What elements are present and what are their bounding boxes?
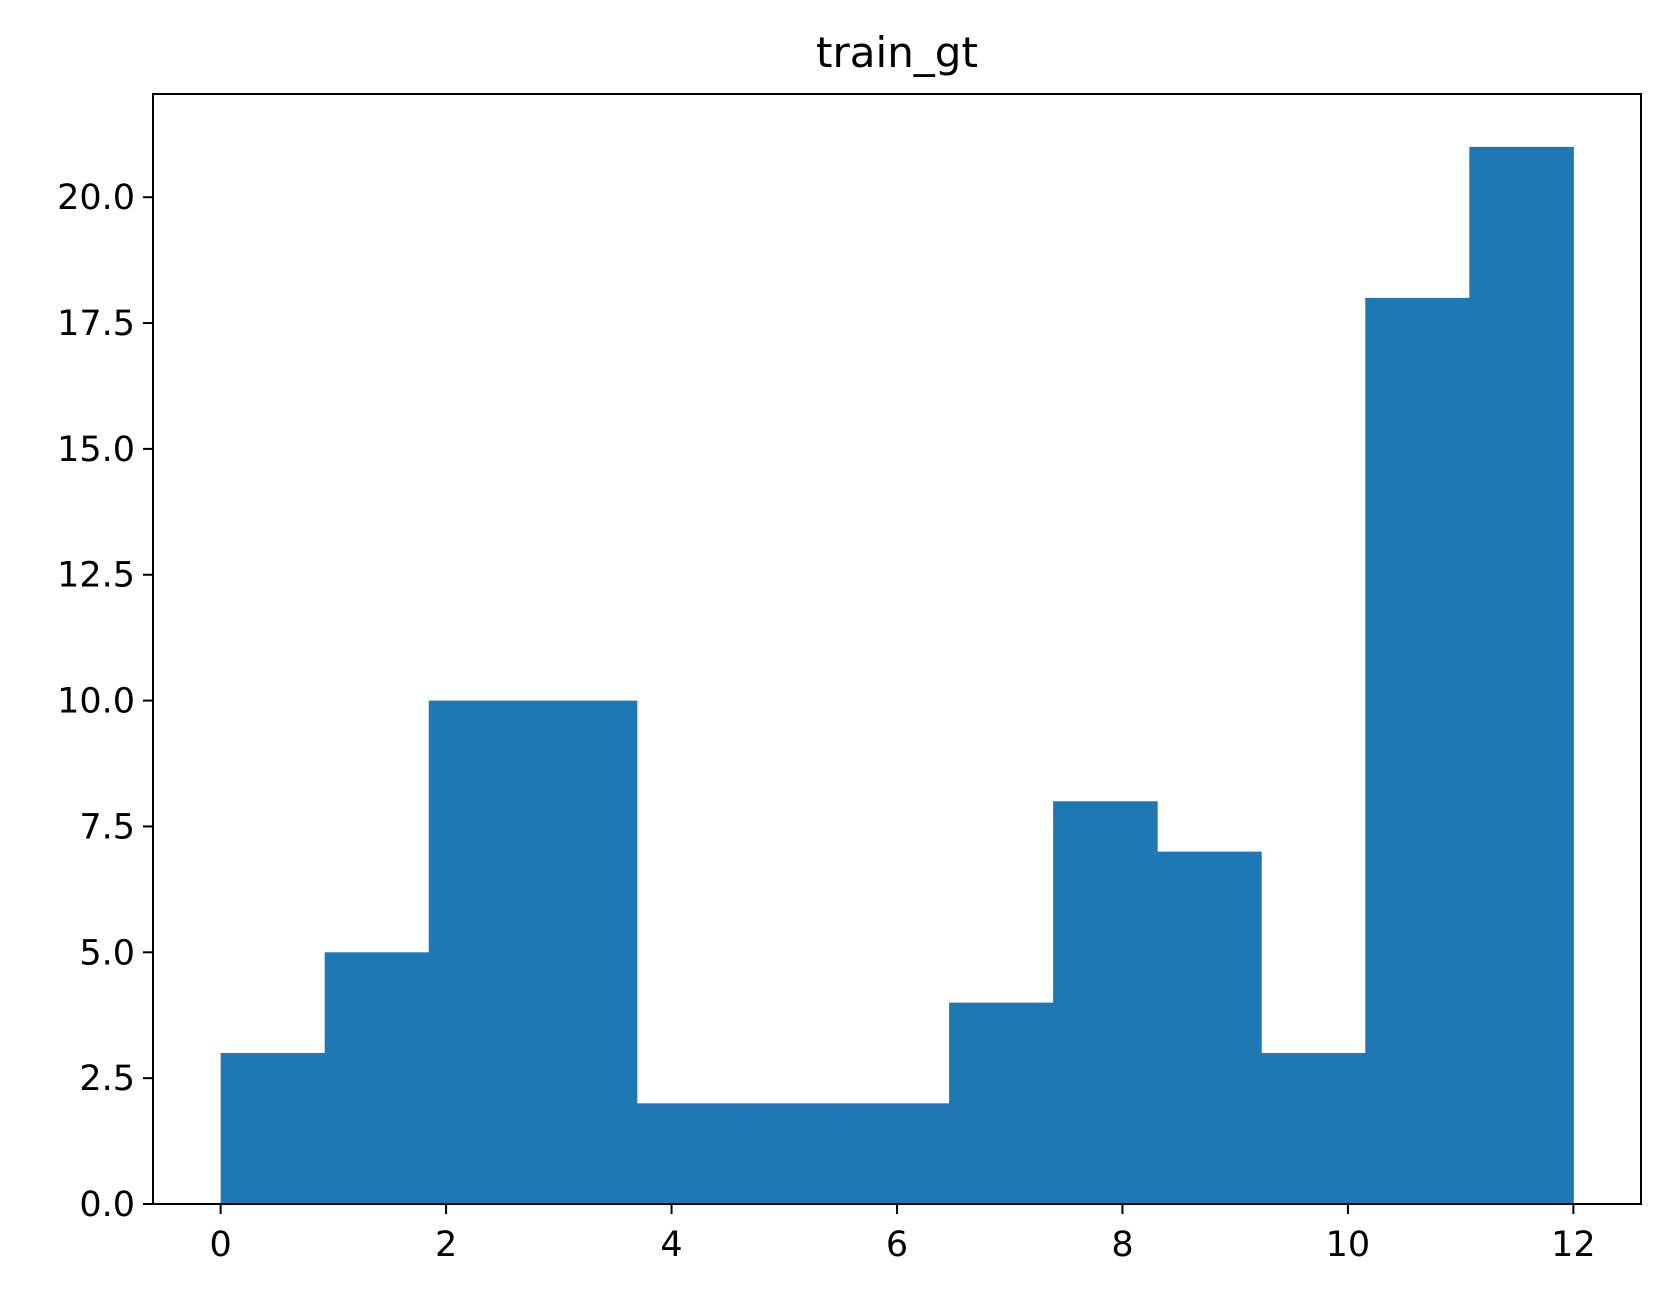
histogram-bar bbox=[1469, 146, 1574, 1204]
x-tick-label: 2 bbox=[435, 1225, 457, 1265]
y-tick-label: 15.0 bbox=[57, 430, 135, 470]
histogram-bar bbox=[740, 1103, 846, 1204]
y-tick-label: 20.0 bbox=[57, 178, 135, 218]
histogram-bar bbox=[532, 700, 638, 1204]
y-tick-label: 5.0 bbox=[79, 933, 135, 973]
y-tick-label: 10.0 bbox=[57, 682, 135, 722]
histogram-bar bbox=[1157, 851, 1262, 1204]
x-tick-label: 4 bbox=[660, 1225, 682, 1265]
y-axis-ticks: 0.0 2.5 5.0 7.5 10.0 12.5 15.0 17.5 20.0 bbox=[57, 178, 153, 1225]
histogram-bar bbox=[324, 952, 430, 1204]
plot-area-frame bbox=[152, 93, 1642, 1205]
histogram-bar bbox=[636, 1103, 742, 1204]
histogram-bar bbox=[220, 1052, 326, 1204]
x-tick-label: 12 bbox=[1551, 1225, 1596, 1265]
y-tick-label: 17.5 bbox=[57, 304, 135, 344]
histogram-bar bbox=[428, 700, 534, 1204]
y-tick-label: 2.5 bbox=[79, 1059, 135, 1099]
x-tick-label: 6 bbox=[886, 1225, 908, 1265]
histogram-bar bbox=[1261, 1052, 1366, 1204]
x-tick-label: 10 bbox=[1326, 1225, 1371, 1265]
histogram-bar bbox=[1365, 297, 1470, 1204]
y-tick-label: 7.5 bbox=[79, 807, 135, 847]
x-tick-label: 8 bbox=[1111, 1225, 1133, 1265]
histogram-bar bbox=[844, 1103, 950, 1204]
y-tick-label: 12.5 bbox=[57, 556, 135, 596]
x-tick-label: 0 bbox=[209, 1225, 231, 1265]
histogram-bars bbox=[220, 146, 1574, 1204]
histogram-bar bbox=[1053, 801, 1158, 1204]
y-tick-label: 0.0 bbox=[79, 1185, 135, 1225]
chart-title: train_gt bbox=[816, 28, 978, 77]
x-axis-ticks: 0 2 4 6 8 10 12 bbox=[209, 1204, 1596, 1265]
histogram-bar bbox=[949, 1002, 1054, 1204]
